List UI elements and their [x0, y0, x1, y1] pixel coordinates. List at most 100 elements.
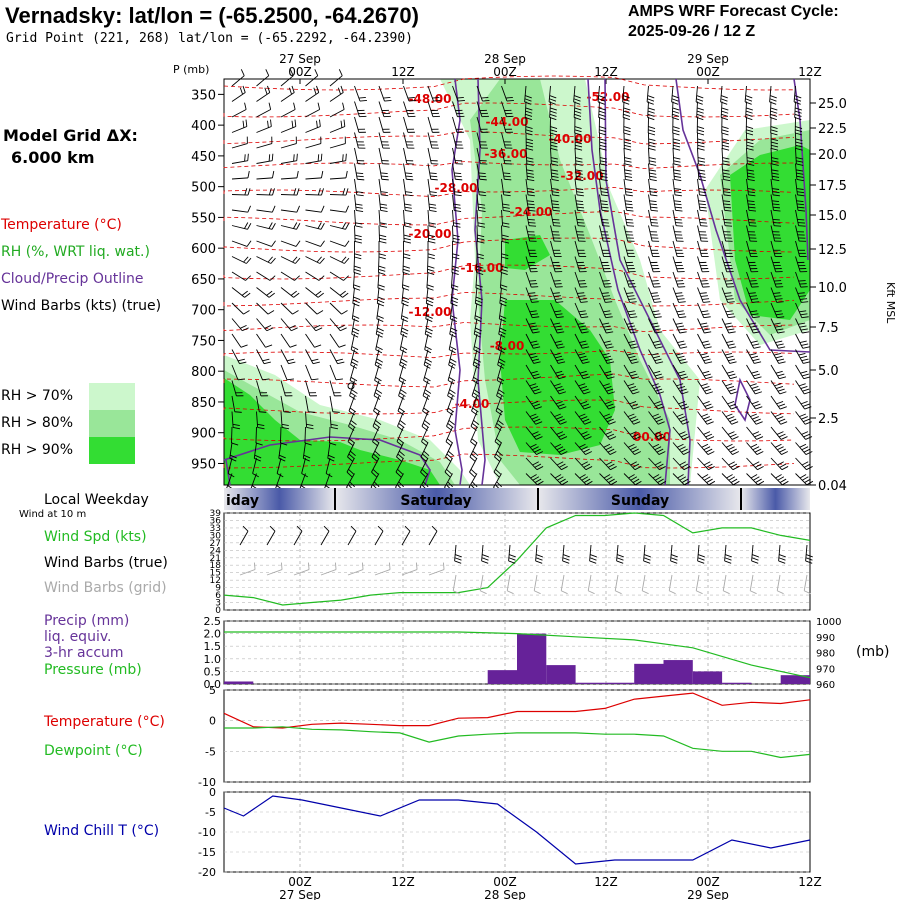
- cross-section-wind-barb: [556, 416, 563, 420]
- cross-section-wind-barb: [801, 343, 809, 346]
- cross-section-wind-barb: [721, 132, 729, 136]
- cross-section-wind-barb: [648, 473, 661, 486]
- cross-section-wind-barb: [803, 433, 811, 438]
- cross-section-wind-barb: [376, 287, 380, 304]
- cross-section-wind-barb: [376, 333, 383, 338]
- cross-section-wind-barb: [242, 327, 249, 332]
- wind-tick-label: 33: [210, 524, 221, 534]
- cross-section-wind-barb: [623, 287, 631, 303]
- cross-section-wind-barb: [430, 175, 438, 178]
- cross-section-wind-barb: [777, 373, 785, 377]
- cross-section-wind-barb: [371, 456, 378, 462]
- cross-section-wind-barb: [551, 203, 560, 206]
- cross-section-wind-barb: [534, 463, 542, 468]
- cross-section-wind-barb: [289, 69, 294, 76]
- cross-section-wind-barb: [280, 109, 296, 118]
- cross-section-wind-barb: [658, 436, 666, 440]
- precip-tick-label: 0.5: [204, 665, 222, 678]
- cross-section-wind-barb: [403, 163, 407, 180]
- cross-section-wind-barb: [446, 453, 453, 459]
- cross-section-wind-barb: [453, 206, 461, 209]
- cross-section-wind-barb: [801, 446, 809, 451]
- cross-section-wind-barb: [397, 453, 404, 459]
- pressure-tick-label: 350: [191, 88, 216, 103]
- cross-section-wind-barb: [527, 178, 535, 182]
- cross-section-wind-barb: [673, 144, 681, 148]
- cross-section-wind-barb: [474, 330, 482, 335]
- cross-section-wind-barb: [424, 333, 429, 350]
- cross-section-wind-barb: [597, 85, 600, 102]
- cross-section-wind-barb: [395, 473, 404, 488]
- cross-section-wind-barb: [721, 333, 730, 349]
- cross-section-wind-barb: [574, 333, 583, 349]
- cross-section-wind-barb: [445, 426, 453, 442]
- precip-bar: [604, 682, 635, 684]
- cross-section-wind-barb: [601, 292, 609, 294]
- cross-section-wind-barb: [770, 225, 776, 242]
- cross-section-wind-barb: [605, 416, 612, 420]
- cross-section-wind-barb: [535, 436, 543, 440]
- cross-section-wind-barb: [698, 178, 706, 182]
- cross-section-wind-barb: [795, 318, 803, 334]
- cross-section-wind-barb: [623, 395, 634, 410]
- cross-section-wind-barb: [653, 328, 661, 331]
- cross-section-wind-barb: [329, 287, 343, 298]
- cross-section-wind-barb: [527, 188, 535, 190]
- cross-section-wind-barb: [257, 427, 265, 430]
- cross-section-wind-barb: [468, 473, 478, 488]
- cross-section-wind-barb: [351, 333, 359, 338]
- cross-section-wind-barb: [628, 340, 636, 343]
- bottom-date-label: 28 Sep: [484, 888, 526, 900]
- cross-section-wind-barb: [241, 290, 248, 296]
- surface-wind-barb-grid: [641, 574, 646, 591]
- surface-wind-barb-grid: [307, 562, 310, 570]
- cross-section-wind-barb: [648, 209, 652, 226]
- cross-section-wind-barb: [532, 388, 540, 392]
- cross-section-wind-barb: [244, 154, 246, 162]
- cross-section-wind-barb: [655, 331, 663, 334]
- cross-section-wind-barb: [426, 271, 429, 288]
- cross-section-wind-barb: [551, 160, 559, 163]
- cross-section-wind-barb: [649, 163, 657, 166]
- cross-section-wind-barb: [673, 141, 681, 145]
- cross-section-wind-barb: [728, 388, 736, 392]
- cross-section-wind-barb: [674, 178, 682, 182]
- cross-section-wind-barb: [676, 325, 685, 328]
- cross-section-wind-barb: [400, 361, 407, 366]
- cross-section-wind-barb: [311, 378, 319, 381]
- isotherm-line: [223, 161, 795, 170]
- cross-section-wind-barb: [575, 138, 583, 142]
- bottom-date-label: 29 Sep: [687, 888, 729, 900]
- cross-section-wind-barb: [525, 147, 528, 165]
- cross-section-wind-barb: [795, 147, 797, 165]
- cross-section-wind-barb: [697, 380, 707, 395]
- precip-tick-label: 1.5: [204, 640, 222, 653]
- cross-section-wind-barb: [475, 302, 483, 307]
- cross-section-wind-barb: [501, 253, 509, 257]
- cross-section-wind-barb: [502, 203, 510, 206]
- cross-section-wind-barb: [550, 129, 558, 133]
- cross-section-wind-barb: [329, 209, 346, 213]
- cross-section-wind-barb: [752, 373, 760, 377]
- cross-section-wind-barb: [305, 256, 321, 264]
- cross-section-wind-barb: [629, 385, 637, 389]
- cross-section-wind-barb: [599, 271, 606, 288]
- top-time-label: 12Z: [798, 65, 822, 79]
- cross-section-wind-barb: [399, 376, 407, 382]
- cross-section-wind-barb: [230, 454, 237, 459]
- cross-section-wind-barb: [271, 205, 276, 213]
- cross-section-wind-barb: [354, 241, 362, 244]
- cross-section-wind-barb: [527, 191, 535, 194]
- cross-section-wind-barb: [647, 113, 655, 117]
- cross-section-wind-barb: [346, 471, 353, 478]
- cross-section-wind-barb: [677, 443, 684, 448]
- cross-section-wind-barb: [473, 376, 480, 382]
- cross-section-wind-barb: [573, 101, 576, 118]
- cross-section-wind-barb: [581, 373, 589, 377]
- cross-section-wind-barb: [427, 163, 432, 180]
- cross-section-wind-barb: [770, 364, 780, 379]
- cross-section-wind-barb: [557, 388, 565, 392]
- cross-section-wind-barb: [707, 451, 715, 455]
- cross-section-wind-barb: [623, 163, 626, 180]
- cross-section-wind-barb: [305, 143, 322, 149]
